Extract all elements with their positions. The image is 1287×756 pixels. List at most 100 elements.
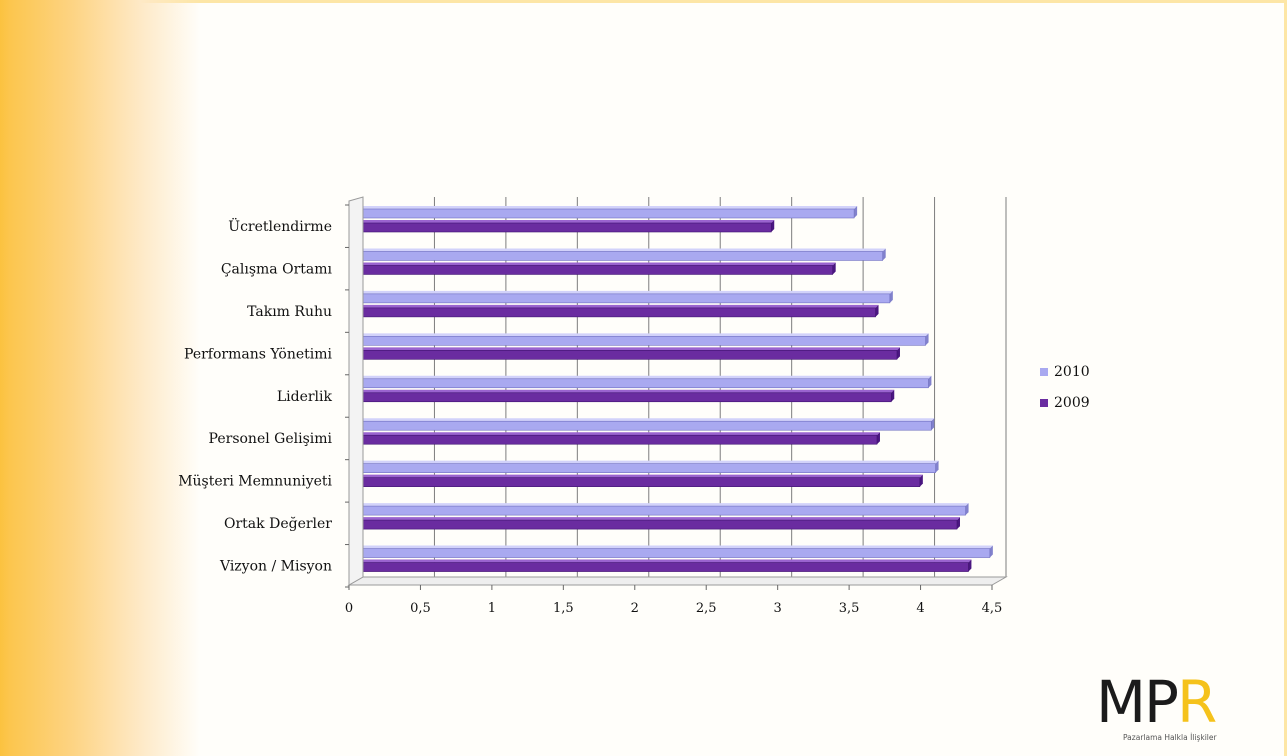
logo-tagline: Pazarlama Halkla İlişkiler: [1123, 733, 1217, 742]
category-label: Personel Gelişimi: [209, 431, 333, 447]
bar-front-face: [353, 562, 969, 572]
x-tick-label: 3,5: [839, 601, 860, 616]
bar-2009-8: [353, 559, 972, 572]
bar-end-face: [891, 389, 895, 402]
bar-top-face: [354, 460, 939, 464]
chart-left-wall: [348, 196, 364, 586]
bar-end-face: [919, 474, 923, 487]
category-label: Müşteri Memnuniyeti: [178, 474, 332, 490]
mpr-logo: MPR Pazarlama Halkla İlişkiler: [1096, 672, 1256, 742]
bar-front-face: [353, 222, 772, 233]
bar-top-face: [354, 559, 972, 563]
bar-end-face: [876, 432, 880, 445]
bar-2009-6: [353, 474, 923, 487]
bar-front-face: [353, 265, 833, 275]
x-tick-label: 4,5: [982, 601, 1003, 616]
bar-top-face: [354, 418, 935, 422]
legend-item-2010: 2010: [1040, 356, 1090, 387]
bar-top-face: [354, 347, 900, 351]
bar-2010-2: [353, 290, 893, 304]
bar-front-face: [353, 434, 878, 445]
bar-top-face: [354, 517, 960, 521]
x-tick-label: 2,5: [696, 601, 717, 616]
bar-end-face: [882, 248, 886, 261]
chart-legend: 2010 2009: [1040, 356, 1090, 418]
bar-2009-7: [353, 517, 960, 530]
bar-front-face: [353, 293, 891, 304]
bar-2009-5: [353, 432, 880, 445]
x-tick-label: 1: [488, 601, 496, 616]
bar-2010-8: [353, 545, 993, 558]
category-label: Liderlik: [277, 389, 333, 405]
chart-labels: 0 0,5 1 1,5 2 2,5 3 3,5 4 4,5 Ücretlendirme Çalışma…: [178, 217, 1002, 616]
bar-end-face: [832, 262, 836, 275]
bar-top-face: [354, 474, 923, 478]
bar-2010-4: [353, 375, 932, 389]
category-label: Takım Ruhu: [247, 304, 332, 320]
bar-end-face: [968, 559, 972, 572]
legend-swatch-2009: [1040, 398, 1048, 407]
chart-floor: [347, 576, 1008, 586]
bar-end-face: [965, 503, 969, 516]
bar-end-face: [896, 347, 900, 360]
category-label: Ücretlendirme: [228, 217, 332, 235]
x-tick-label: 0,5: [410, 601, 431, 616]
bar-front-face: [353, 463, 936, 473]
bar-front-face: [353, 519, 958, 530]
bar-end-face: [771, 220, 775, 232]
legend-label-2009: 2009: [1054, 394, 1090, 411]
bar-end-face: [875, 304, 879, 317]
bar-front-face: [353, 420, 932, 431]
bar-top-face: [354, 545, 993, 549]
x-tick-label: 3: [774, 601, 782, 616]
bar-end-face: [928, 375, 932, 388]
bar-end-face: [956, 517, 960, 530]
bar-top-face: [354, 206, 858, 209]
bar-2009-3: [353, 347, 900, 360]
bar-front-face: [353, 392, 892, 403]
bar-2010-0: [353, 206, 858, 219]
x-tick-label: 2: [631, 601, 639, 616]
bar-2010-1: [353, 248, 886, 261]
bar-top-face: [354, 220, 775, 223]
category-label: Performans Yönetimi: [184, 346, 332, 362]
bar-2009-4: [353, 389, 895, 403]
bar-front-face: [353, 505, 966, 516]
bar-top-face: [354, 503, 969, 507]
category-label: Ortak Değerler: [224, 516, 332, 532]
bar-top-face: [354, 389, 895, 393]
bar-2010-6: [353, 460, 939, 473]
bar-top-face: [354, 375, 932, 379]
bar-2010-3: [353, 333, 929, 346]
logo-letters: MPR: [1096, 668, 1217, 736]
x-tick-label: 4: [916, 601, 924, 616]
bar-front-face: [353, 548, 991, 558]
bar-front-face: [353, 307, 876, 318]
bar-2009-2: [353, 304, 879, 318]
bar-top-face: [354, 304, 879, 308]
x-tick-label: 0: [345, 601, 353, 616]
legend-item-2009: 2009: [1040, 387, 1090, 418]
category-label: Çalışma Ortamı: [221, 261, 333, 277]
bar-front-face: [353, 208, 855, 219]
bar-front-face: [353, 336, 926, 346]
x-tick-label: 1,5: [553, 601, 574, 616]
bar-front-face: [353, 350, 898, 360]
bar-2009-1: [353, 262, 836, 275]
bar-end-face: [931, 418, 935, 431]
bar-top-face: [354, 290, 893, 294]
bar-top-face: [354, 333, 929, 337]
bar-2010-5: [353, 418, 935, 431]
bar-front-face: [353, 251, 883, 261]
bar-end-face: [889, 290, 893, 303]
legend-label-2010: 2010: [1054, 363, 1090, 380]
left-gradient-band: [0, 0, 200, 756]
bar-top-face: [354, 432, 880, 436]
bar-end-face: [925, 333, 929, 346]
chart-bars: [353, 206, 993, 572]
bar-front-face: [353, 378, 929, 389]
bar-top-face: [354, 248, 886, 252]
category-label: Vizyon / Misyon: [219, 559, 332, 575]
bar-top-face: [354, 262, 836, 266]
